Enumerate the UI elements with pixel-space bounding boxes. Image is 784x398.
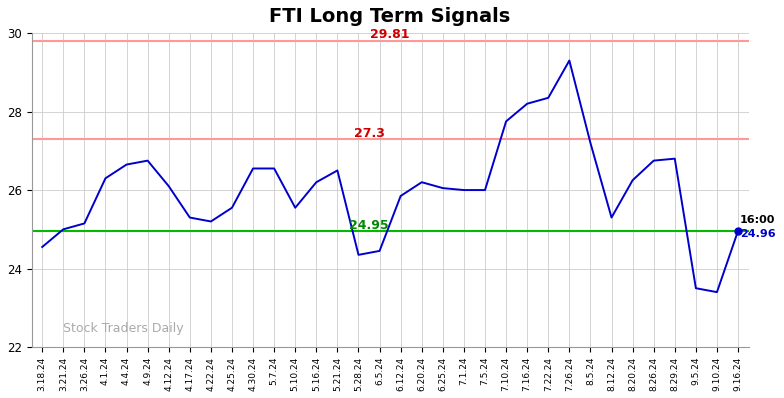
Text: 24.96: 24.96 xyxy=(740,229,776,239)
Text: 24.95: 24.95 xyxy=(350,219,389,232)
Text: 16:00: 16:00 xyxy=(740,215,775,225)
Text: Stock Traders Daily: Stock Traders Daily xyxy=(64,322,184,335)
Text: 27.3: 27.3 xyxy=(354,127,385,140)
Text: 29.81: 29.81 xyxy=(370,28,410,41)
Title: FTI Long Term Signals: FTI Long Term Signals xyxy=(270,7,510,26)
